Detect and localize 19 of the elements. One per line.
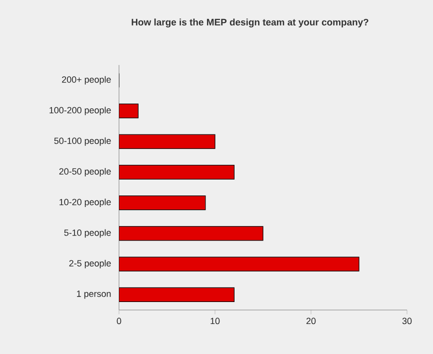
y-tick-label: 50-100 people: [54, 137, 111, 146]
y-tick-label: 20-50 people: [59, 168, 111, 176]
y-tick-label: 5-10 people: [64, 229, 111, 238]
y-tick-label: 100-200 people: [50, 106, 111, 116]
y-tick-label: 10-20 people: [60, 198, 111, 207]
chart-title: How large is the MEP design team at your company?: [132, 18, 368, 28]
y-tick-label: 1 person: [77, 290, 111, 299]
x-tick-label: 10: [210, 318, 220, 324]
bar: [119, 196, 206, 210]
x-tick-label: 0: [116, 318, 122, 324]
y-tick-label: 2-5 people: [69, 260, 111, 268]
bar: [119, 256, 360, 272]
x-tick-label: 30: [402, 318, 412, 324]
y-tick-label: 200+ people: [62, 76, 111, 84]
x-tick-label: 20: [306, 318, 316, 324]
bar: [119, 287, 234, 302]
bar: [119, 134, 216, 149]
bar: [119, 226, 264, 241]
bar: [119, 164, 234, 180]
